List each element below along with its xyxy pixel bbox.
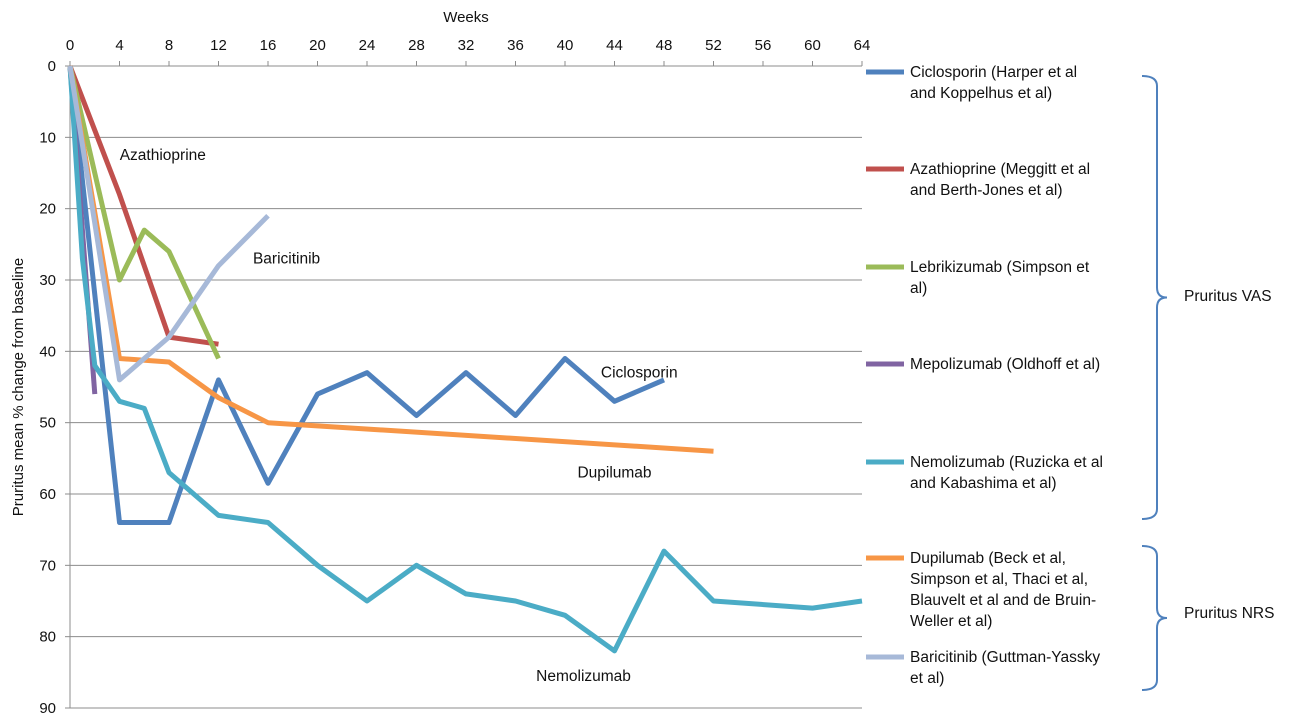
y-tick-label: 40 <box>39 343 56 360</box>
legend-entry-line: and Kabashima et al) <box>910 475 1056 492</box>
legend-entry-5: Nemolizumab (Ruzicka et al and Kabashima … <box>910 454 1103 492</box>
x-tick-label: 0 <box>66 37 74 54</box>
legend-entry-line: Mepolizumab (Oldhoff et al) <box>910 356 1100 373</box>
x-tick-label: 16 <box>260 37 277 54</box>
x-tick-label: 28 <box>408 37 425 54</box>
annotation-label: Ciclosporin <box>601 365 678 382</box>
group-label-2: Pruritus NRS <box>1184 605 1274 622</box>
legend-entry-line: al) <box>910 280 927 297</box>
series-line-3 <box>67 65 221 360</box>
legend-entry-line: and Berth-Jones et al) <box>910 182 1063 199</box>
legend-entry-line: et al) <box>910 670 944 687</box>
y-tick-label: 0 <box>48 58 56 75</box>
y-tick-label: 80 <box>39 629 56 646</box>
x-tick-label: 60 <box>804 37 821 54</box>
annotation-label: Nemolizumab <box>536 668 631 685</box>
legend-entry-line: Azathioprine (Meggitt et al <box>910 161 1090 178</box>
annotation-label: Baricitinib <box>253 251 320 268</box>
y-tick-label: 90 <box>39 700 56 717</box>
x-tick-label: 56 <box>755 37 772 54</box>
x-tick-label: 8 <box>165 37 173 54</box>
y-tick-label: 70 <box>39 557 56 574</box>
y-tick-label: 50 <box>39 415 56 432</box>
legend: Ciclosporin (Harper et al and Koppelhus e… <box>866 64 1103 687</box>
legend-entry-3: Lebrikizumab (Simpson et al) <box>910 259 1090 297</box>
annotations: Azathioprine Baricitinib Ciclosporin Dupilu… <box>120 147 678 685</box>
series-line-6 <box>67 65 714 454</box>
legend-entry-6: Dupilumab (Beck et al, Simpson et al, Tha… <box>910 550 1096 630</box>
legend-entry-line: Weller et al) <box>910 613 992 630</box>
legend-entry-line: and Koppelhus et al) <box>910 85 1052 102</box>
x-tick-label: 40 <box>557 37 574 54</box>
y-tick-label: 20 <box>39 201 56 218</box>
group-brackets: Pruritus VAS Pruritus NRS <box>1141 75 1274 691</box>
y-tick-label: 30 <box>39 272 56 289</box>
y-tick-label: 60 <box>39 486 56 503</box>
x-tick-label: 24 <box>359 37 376 54</box>
annotation-label: Azathioprine <box>120 147 206 164</box>
legend-entry-line: Lebrikizumab (Simpson et <box>910 259 1090 276</box>
group-label-1: Pruritus VAS <box>1184 288 1272 305</box>
series-line-7 <box>67 65 270 383</box>
legend-entry-line: Baricitinib (Guttman-Yassky <box>910 649 1100 666</box>
axes: 0 4 8 12 16 20 24 28 32 36 40 44 48 52 56 60 64010203040… <box>10 9 870 717</box>
series-lines <box>67 65 863 654</box>
x-tick-label: 20 <box>309 37 326 54</box>
gridlines <box>70 136 862 709</box>
x-tick-label: 12 <box>210 37 227 54</box>
x-tick-label: 4 <box>115 37 123 54</box>
annotation-label: Dupilumab <box>577 465 651 482</box>
series-line-2 <box>67 65 219 347</box>
group-bracket-1 <box>1141 75 1168 520</box>
legend-entry-1: Ciclosporin (Harper et al and Koppelhus e… <box>910 64 1077 102</box>
legend-entry-line: Blauvelt et al and de Bruin- <box>910 592 1096 609</box>
x-axis-title: Weeks <box>443 9 489 26</box>
legend-entry-2: Azathioprine (Meggitt et al and Berth-Jon… <box>910 161 1090 199</box>
group-bracket-2 <box>1141 545 1168 691</box>
legend-entry-line: Simpson et al, Thaci et al, <box>910 571 1088 588</box>
legend-entry-7: Baricitinib (Guttman-Yassky et al) <box>910 649 1100 687</box>
y-axis-title: Pruritus mean % change from baseline <box>10 258 27 516</box>
x-tick-label: 32 <box>458 37 475 54</box>
y-tick-label: 10 <box>39 129 56 146</box>
x-tick-label: 44 <box>606 37 623 54</box>
x-tick-label: 48 <box>656 37 673 54</box>
legend-entry-line: Nemolizumab (Ruzicka et al <box>910 454 1103 471</box>
legend-entry-4: Mepolizumab (Oldhoff et al) <box>910 356 1100 373</box>
x-tick-label: 64 <box>854 37 871 54</box>
legend-entry-line: Dupilumab (Beck et al, <box>910 550 1066 567</box>
x-tick-label: 36 <box>507 37 524 54</box>
series-line-1 <box>67 65 665 525</box>
x-tick-label: 52 <box>705 37 722 54</box>
legend-entry-line: Ciclosporin (Harper et al <box>910 64 1077 81</box>
series-line-5 <box>67 65 863 654</box>
